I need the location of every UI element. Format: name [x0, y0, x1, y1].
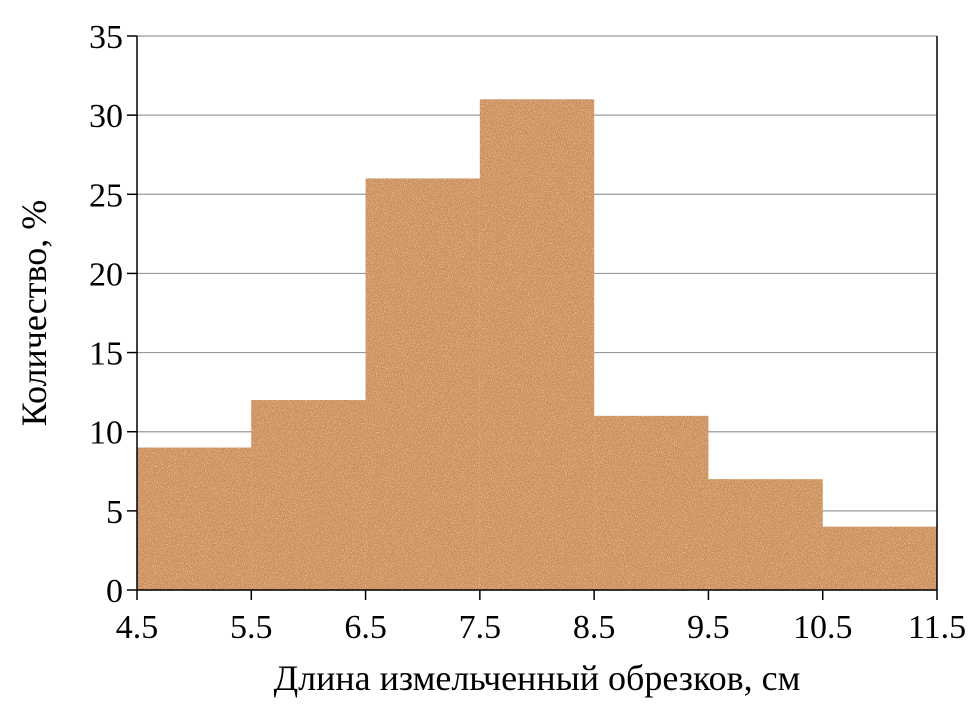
x-axis-label: Длина измельченный обрезков, см: [274, 658, 801, 698]
x-tick-label: 11.5: [908, 609, 966, 646]
y-tick-label: 15: [89, 336, 123, 373]
bars: [137, 99, 937, 591]
histogram-bar: [708, 479, 823, 590]
y-tick-label: 20: [89, 256, 123, 293]
axes: 0 5 10 15 20 25 30 35 4.5 5.5 6.5 7.5 8.5 9.5 10.5 11.5: [89, 19, 966, 646]
x-tick-label: 10.5: [793, 609, 853, 646]
x-tick-label: 6.5: [344, 609, 387, 646]
histogram-bar: [479, 99, 595, 591]
y-tick-label: 35: [89, 19, 123, 56]
histogram-bar: [822, 526, 937, 590]
y-tick-label: 0: [106, 573, 123, 610]
x-tick-label: 4.5: [116, 609, 159, 646]
x-tick-label: 9.5: [687, 609, 730, 646]
x-tick-label: 8.5: [573, 609, 616, 646]
y-tick-label: 5: [106, 494, 123, 531]
histogram-bar: [137, 447, 252, 590]
x-tick-label: 5.5: [230, 609, 273, 646]
y-axis-label: Количество, %: [14, 200, 54, 426]
y-tick-label: 10: [89, 415, 123, 452]
y-tick-label: 25: [89, 177, 123, 214]
histogram-bar: [594, 415, 709, 590]
x-tick-label: 7.5: [459, 609, 502, 646]
y-tick-label: 30: [89, 98, 123, 135]
histogram-bar: [251, 400, 366, 590]
histogram-bar: [365, 178, 480, 590]
